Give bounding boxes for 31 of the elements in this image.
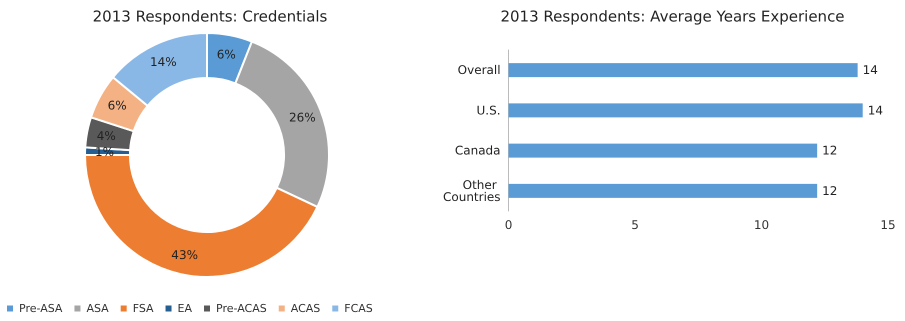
legend-label: ASA <box>86 302 110 315</box>
legend-label: ACAS <box>290 302 320 315</box>
data-label: 43% <box>171 248 198 262</box>
legend-label: FSA <box>132 302 154 315</box>
x-tick-label: 5 <box>631 218 639 232</box>
bar <box>508 144 818 158</box>
legend-label: EA <box>178 302 192 315</box>
legend-label: FCAS <box>344 302 373 315</box>
data-label: 6% <box>216 47 236 62</box>
y-tick-label: U.S. <box>476 103 501 118</box>
data-label: 4% <box>96 128 116 143</box>
x-tick-label: 0 <box>504 218 512 232</box>
y-tick-label: Canada <box>454 144 501 158</box>
y-tick-label: Other Countries <box>442 178 501 204</box>
data-label: 14 <box>862 63 878 78</box>
bar <box>508 184 818 198</box>
data-label: 12 <box>822 144 838 158</box>
chart-title: 2013 Respondents: Credentials <box>92 8 328 26</box>
legend-label: Pre-ASA <box>19 302 63 315</box>
data-label: 14% <box>150 55 177 70</box>
data-label: 26% <box>288 110 316 124</box>
bar <box>508 103 863 118</box>
x-tick-label: 15 <box>880 218 896 232</box>
bar <box>508 63 858 78</box>
x-tick-label: 10 <box>754 218 770 232</box>
data-label: 6% <box>108 98 127 113</box>
data-label: 12 <box>822 184 838 198</box>
legend-label: Pre-ACAS <box>216 302 267 315</box>
chart-title: 2013 Respondents: Average Years Experience <box>500 8 845 26</box>
y-tick-label: Overall <box>458 63 501 78</box>
data-label: 14 <box>868 103 883 118</box>
